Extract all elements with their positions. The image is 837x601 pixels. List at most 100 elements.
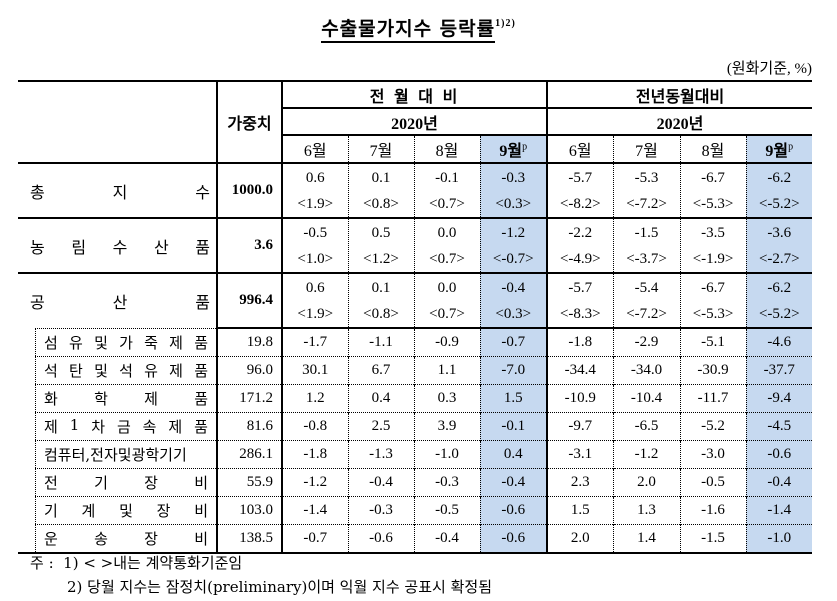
weight-value: 138.5 <box>216 523 282 554</box>
value-cell-mom: 0.6 <1.9> <box>281 162 348 218</box>
preliminary-marker: p <box>788 141 794 153</box>
label-char: 품 <box>194 334 208 352</box>
value-cell-mom: 0.1 <0.8> <box>347 162 414 218</box>
value-cell-yoy: -30.9 <box>679 355 747 384</box>
won-basis-value: -5.7 <box>568 279 593 296</box>
month-label: 6월 <box>568 143 592 160</box>
label-char: 장 <box>156 502 171 520</box>
value-cell-mom: 0.4 <box>347 383 414 412</box>
month-label: 7월 <box>635 143 658 160</box>
weight-value: 96.0 <box>216 355 282 384</box>
value-cell-yoy: -2.9 <box>612 327 681 356</box>
header-month-mom-9: 9월p <box>479 134 548 163</box>
value-cell-yoy: -5.1 <box>679 327 747 356</box>
label-char: 컴퓨터,전자및광학기기 <box>44 446 187 464</box>
value-cell-mom: -0.5 <box>413 495 480 524</box>
won-basis-value: 0.0 <box>437 279 457 296</box>
value-cell-yoy: -1.8 <box>546 327 614 356</box>
label-char: 제 <box>144 390 158 408</box>
value-cell-mom: -0.4 <0.3> <box>479 272 548 328</box>
value-cell-mom: 0.0 <0.7> <box>413 217 480 273</box>
value-cell-yoy: -37.7 <box>745 355 813 384</box>
value-cell-mom: 0.3 <box>413 383 480 412</box>
title-text: 수출물가지수 등락률 <box>321 18 496 43</box>
table-row-sub: 석 탄 및 석 유 제 품 96.0 30.1 6.7 1.1 -7.0 -34.4 -34.0 -30.9… <box>18 355 813 384</box>
note-prefix: 주 : <box>30 554 54 572</box>
weight-value: 55.9 <box>216 467 282 496</box>
value-cell-yoy: -5.3 <-7.2> <box>612 162 681 218</box>
value-cell-mom: 0.4 <box>479 439 548 468</box>
contract-currency-value: <0.8> <box>363 305 399 322</box>
weight-value: 286.1 <box>216 439 282 468</box>
won-basis-value: -1.2 <box>501 224 526 241</box>
value-cell-yoy: -0.6 <box>745 439 813 468</box>
value-cell-mom: -1.1 <box>347 327 414 356</box>
value-cell-mom: 0.0 <0.7> <box>413 272 480 328</box>
contract-currency-value: <-2.7> <box>758 250 800 267</box>
contract-currency-value: <-8.2> <box>559 195 601 212</box>
label-char: 비 <box>194 474 208 492</box>
contract-currency-value: <0.3> <box>495 195 532 212</box>
value-cell-yoy: -6.5 <box>612 411 681 440</box>
won-basis-value: -3.6 <box>767 224 792 241</box>
won-basis-value: -6.2 <box>767 169 792 186</box>
value-cell-yoy: -3.0 <box>679 439 747 468</box>
contract-currency-value: <-1.9> <box>692 250 734 267</box>
value-cell-mom: 2.5 <box>347 411 414 440</box>
label-char: 장 <box>144 530 158 548</box>
won-basis-value: 0.6 <box>305 169 325 186</box>
value-cell-mom: -0.4 <box>479 467 548 496</box>
label-char: 림 <box>71 237 87 257</box>
value-cell-yoy: -3.5 <-1.9> <box>679 217 747 273</box>
value-cell-yoy: -0.4 <box>745 467 813 496</box>
label-char: 총 <box>30 182 45 202</box>
value-cell-mom: -0.6 <box>479 523 548 554</box>
value-cell-mom: -0.5 <1.0> <box>281 217 348 273</box>
contract-currency-value: <0.7> <box>429 250 465 267</box>
header-blank <box>18 80 217 163</box>
value-cell-yoy: 2.3 <box>546 467 614 496</box>
value-cell-yoy: 1.3 <box>612 495 681 524</box>
value-cell-mom: -0.8 <box>281 411 348 440</box>
label-char: 운 <box>44 530 58 548</box>
won-basis-value: -2.2 <box>568 224 593 241</box>
value-cell-yoy: -5.7 <-8.3> <box>546 272 614 328</box>
label-char: 죽 <box>144 334 158 352</box>
value-cell-mom: -1.7 <box>281 327 348 356</box>
won-basis-value: -0.4 <box>501 279 526 296</box>
value-cell-mom: -1.0 <box>413 439 480 468</box>
value-cell-yoy: -3.6 <-2.7> <box>745 217 813 273</box>
value-cell-yoy: 1.5 <box>546 495 614 524</box>
contract-currency-value: <0.8> <box>363 195 399 212</box>
value-cell-mom: -0.3 <0.3> <box>479 162 548 218</box>
header-month-mom-6: 6월 <box>281 134 348 163</box>
month-label: 6월 <box>303 143 327 160</box>
value-cell-mom: -0.7 <box>479 327 548 356</box>
label-char: 석 <box>119 362 133 380</box>
value-cell-mom: 1.5 <box>479 383 548 412</box>
value-cell-yoy: -11.7 <box>679 383 747 412</box>
header-month-mom-8: 8월 <box>413 134 480 163</box>
value-cell-yoy: -34.0 <box>612 355 681 384</box>
value-cell-mom: -0.1 <box>479 411 548 440</box>
value-cell-yoy: -0.5 <box>679 467 747 496</box>
won-basis-value: 0.1 <box>371 169 391 186</box>
value-cell-yoy: -1.6 <box>679 495 747 524</box>
label-char: 제 <box>44 418 58 436</box>
contract-currency-value: <0.7> <box>429 305 465 322</box>
month-label: 7월 <box>369 143 393 160</box>
value-cell-yoy: 2.0 <box>612 467 681 496</box>
label-char: 기 <box>94 474 108 492</box>
label-char: 금 <box>116 418 131 436</box>
value-cell-yoy: -6.7 <-5.3> <box>679 162 747 218</box>
table-row-sub: 섬 유 및 가 죽 제 품 19.8 -1.7 -1.1 -0.9 -0.7 -1.8 -2.9 -5.1-… <box>18 327 813 356</box>
weight-value: 1000.0 <box>216 162 282 218</box>
won-basis-value: -1.5 <box>634 224 659 241</box>
label-char: 화 <box>44 390 58 408</box>
